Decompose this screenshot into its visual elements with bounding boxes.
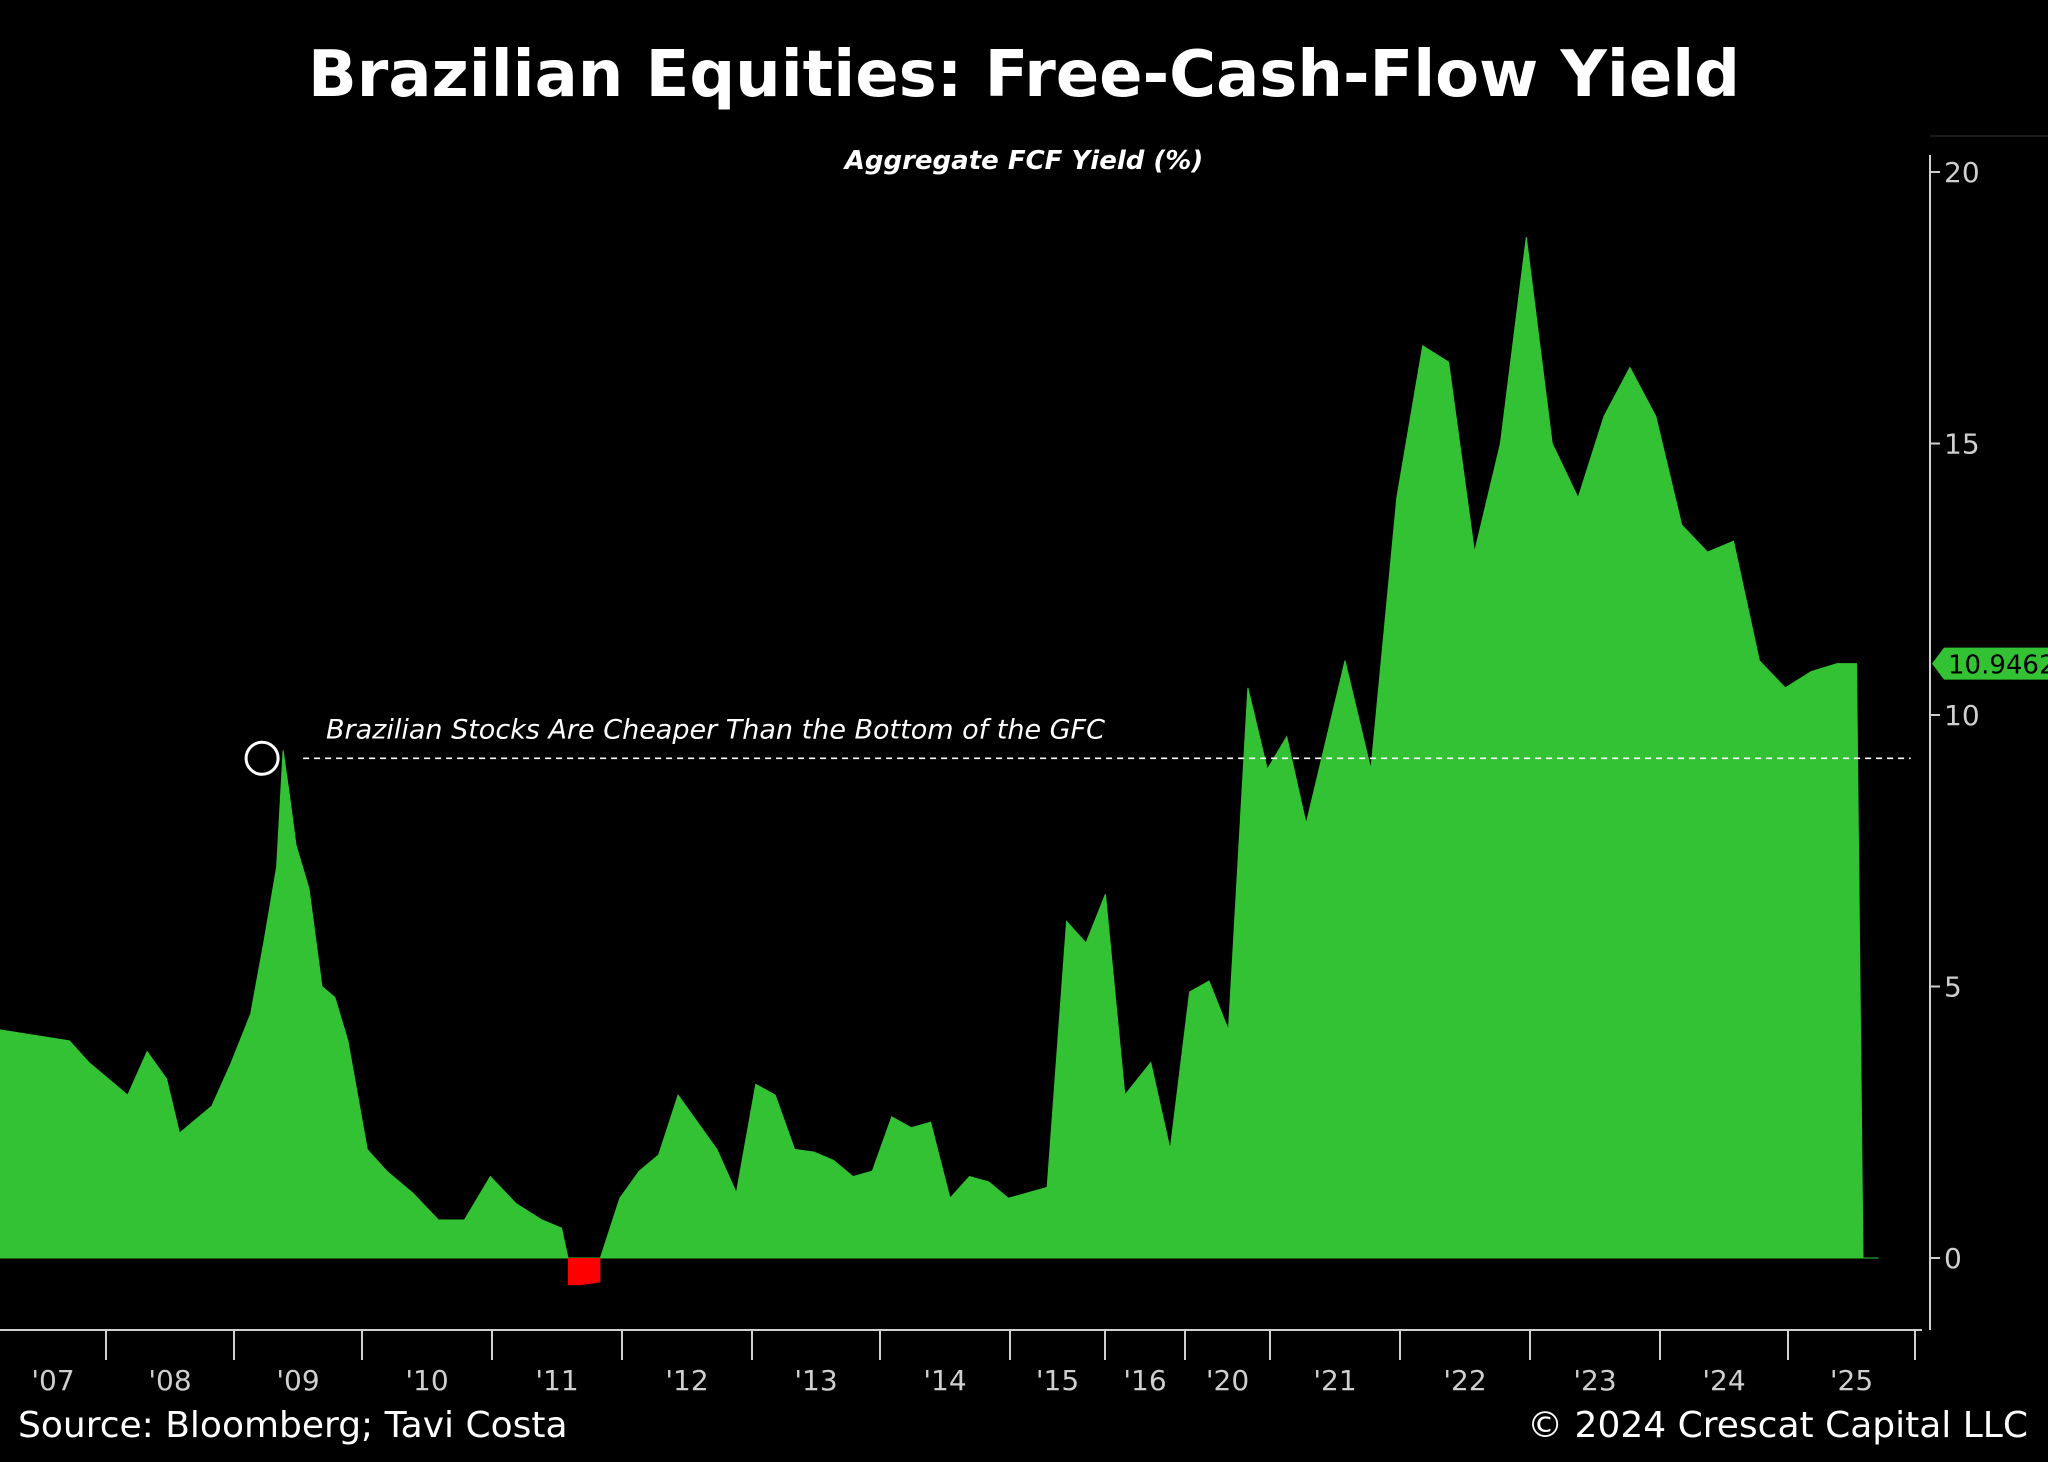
x-tick-label: '11 <box>535 1364 578 1397</box>
chart-subtitle: Aggregate FCF Yield (%) <box>844 146 1204 176</box>
x-tick-label: '09 <box>276 1364 319 1397</box>
x-tick-label: '23 <box>1573 1364 1616 1397</box>
chart-title: Brazilian Equities: Free-Cash-Flow Yield <box>308 38 1740 112</box>
x-tick-label: '08 <box>148 1364 191 1397</box>
last-value-label: 10.9462 <box>1948 651 2048 681</box>
x-axis: '07 '08 '09 '10 '11 '12 '13 '14 '15 '16 '20 '21 '22 '… <box>0 1329 1922 1397</box>
x-tick-label: '16 <box>1123 1364 1166 1397</box>
y-tick-label: 10 <box>1944 699 1980 732</box>
x-tick-label: '10 <box>405 1364 448 1397</box>
y-tick-label: 5 <box>1944 971 1962 1004</box>
last-value-badge <box>1932 647 2048 680</box>
source-note: Source: Bloomberg; Tavi Costa <box>18 1405 568 1446</box>
y-axis: 0 5 10 15 20 10.9462 <box>1929 135 2048 1330</box>
x-tick-label: '14 <box>923 1364 966 1397</box>
fcf-yield-area <box>0 237 1879 1259</box>
plot-area <box>0 237 1879 1286</box>
y-tick-label: 15 <box>1944 428 1980 461</box>
gfc-bottom-marker <box>244 740 280 776</box>
negative-yield-area <box>568 1258 601 1286</box>
x-tick-label: '25 <box>1830 1364 1873 1397</box>
x-tick-label: '15 <box>1036 1364 1079 1397</box>
x-tick-label: '07 <box>31 1364 74 1397</box>
y-tick-label: 20 <box>1944 156 1980 189</box>
y-tick-label: 0 <box>1944 1242 1962 1275</box>
x-tick-label: '22 <box>1443 1364 1486 1397</box>
x-tick-label: '12 <box>665 1364 708 1397</box>
x-tick-label: '21 <box>1313 1364 1356 1397</box>
x-tick-label: '13 <box>794 1364 837 1397</box>
gfc-annotation-text: Brazilian Stocks Are Cheaper Than the Bo… <box>326 714 1105 745</box>
annotation-layer: Brazilian Stocks Are Cheaper Than the Bo… <box>244 714 1911 776</box>
copyright-note: © 2024 Crescat Capital LLC <box>1527 1405 2028 1446</box>
x-tick-label: '24 <box>1702 1364 1745 1397</box>
x-tick-label: '20 <box>1206 1364 1249 1397</box>
